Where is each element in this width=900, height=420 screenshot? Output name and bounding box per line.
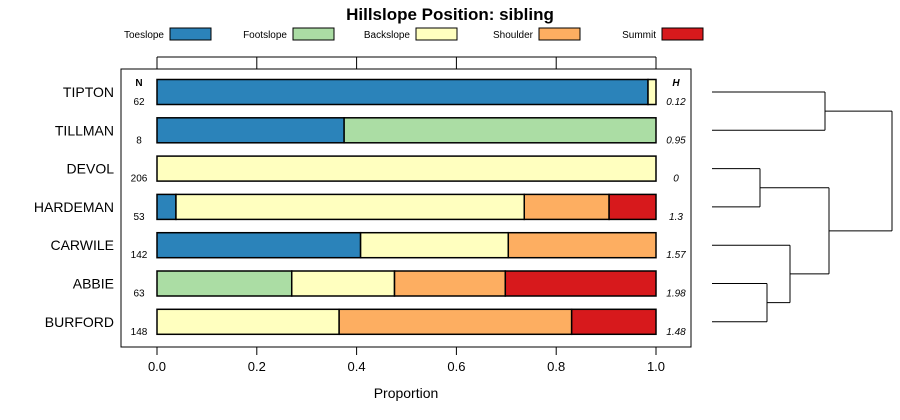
legend-label-footslope: Footslope <box>243 30 287 41</box>
n-value-carwile: 142 <box>131 250 148 261</box>
bar-segment-tipton-backslope <box>647 78 657 106</box>
x-tick-label: 0.6 <box>447 359 465 374</box>
bar-segment-burford-summit <box>570 308 657 336</box>
chart-rows: TIPTON 62 0.12 TILLMAN 8 0.95 DEVOL 206 0 HARDEMA… <box>34 78 686 338</box>
row-abbie: ABBIE 63 1.98 <box>73 270 686 300</box>
row-label-carwile: CARWILE <box>50 237 114 253</box>
dendrogram <box>712 91 893 323</box>
h-value-devol: 0 <box>673 174 679 185</box>
legend: Toeslope Footslope Backslope Shoulder Summit <box>124 27 704 69</box>
bar-segment-burford-shoulder <box>338 308 573 336</box>
h-value-abbie: 1.98 <box>666 289 686 300</box>
x-axis: 0.0 0.2 0.4 0.6 0.8 1.0 <box>148 346 665 374</box>
bar-segment-carwile-shoulder <box>507 231 657 259</box>
n-value-burford: 148 <box>131 327 148 338</box>
n-value-abbie: 63 <box>133 289 145 300</box>
bar-segment-tillman-footslope <box>343 117 657 144</box>
bar-segment-hardeman-summit <box>608 193 657 221</box>
legend-label-backslope: Backslope <box>364 30 411 41</box>
x-axis-label: Proportion <box>374 385 439 401</box>
chart-title: Hillslope Position: sibling <box>346 5 554 24</box>
row-tillman: TILLMAN 8 0.95 <box>55 117 686 146</box>
row-label-hardeman: HARDEMAN <box>34 199 114 215</box>
x-tick-label: 0.4 <box>348 359 366 374</box>
bar-segment-hardeman-backslope <box>175 193 526 221</box>
row-label-tipton: TIPTON <box>63 84 114 100</box>
bar-segment-carwile-backslope <box>359 231 510 259</box>
legend-swatch-toeslope <box>169 27 212 41</box>
bar-segment-tillman-toeslope <box>156 117 345 144</box>
legend-swatch-backslope <box>415 27 458 41</box>
row-label-tillman: TILLMAN <box>55 122 114 138</box>
bar-segment-tipton-toeslope <box>156 78 649 106</box>
legend-swatch-shoulder <box>538 27 581 41</box>
row-label-burford: BURFORD <box>45 314 114 330</box>
row-label-devol: DEVOL <box>67 161 115 177</box>
n-value-devol: 206 <box>131 174 148 185</box>
legend-label-toeslope: Toeslope <box>124 30 164 41</box>
n-column-header: N <box>135 78 142 89</box>
legend-swatch-summit <box>661 27 704 41</box>
bar-segment-hardeman-toeslope <box>156 193 177 221</box>
n-value-tillman: 8 <box>136 135 142 146</box>
bar-segment-devol-backslope <box>156 155 657 182</box>
bar-segment-hardeman-shoulder <box>523 193 610 221</box>
legend-label-summit: Summit <box>622 30 656 41</box>
row-label-abbie: ABBIE <box>73 276 114 292</box>
row-hardeman: HARDEMAN 53 1.3 <box>34 193 683 223</box>
row-tipton: TIPTON 62 0.12 <box>63 78 686 108</box>
bar-segment-abbie-footslope <box>156 270 293 297</box>
legend-label-shoulder: Shoulder <box>493 30 534 41</box>
x-tick-label: 0.8 <box>547 359 565 374</box>
h-value-tipton: 0.12 <box>666 97 686 108</box>
h-value-carwile: 1.57 <box>666 250 686 261</box>
bar-segment-abbie-shoulder <box>393 270 507 297</box>
row-burford: BURFORD 148 1.48 <box>45 308 686 338</box>
legend-swatch-footslope <box>292 27 335 41</box>
row-carwile: CARWILE 142 1.57 <box>50 231 686 261</box>
x-tick-label: 1.0 <box>647 359 665 374</box>
n-value-hardeman: 53 <box>133 212 145 223</box>
h-value-hardeman: 1.3 <box>669 212 683 223</box>
h-value-burford: 1.48 <box>666 327 686 338</box>
h-value-tillman: 0.95 <box>666 135 686 146</box>
x-tick-label: 0.2 <box>248 359 266 374</box>
bar-segment-abbie-summit <box>504 270 657 297</box>
n-value-tipton: 62 <box>133 97 145 108</box>
bar-segment-carwile-toeslope <box>156 231 362 259</box>
row-devol: DEVOL 206 0 <box>67 155 679 185</box>
bar-segment-burford-backslope <box>156 308 340 336</box>
h-column-header: H <box>672 78 680 89</box>
x-tick-label: 0.0 <box>148 359 166 374</box>
bar-segment-abbie-backslope <box>290 270 396 297</box>
